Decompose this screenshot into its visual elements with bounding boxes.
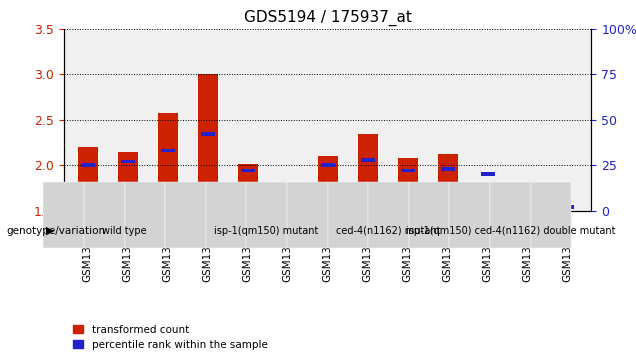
Text: isp-1(qm150) mutant: isp-1(qm150) mutant	[214, 225, 319, 236]
Bar	[398, 158, 417, 211]
Bar	[438, 154, 457, 211]
Bar	[118, 152, 137, 211]
Text: wild type: wild type	[102, 225, 147, 236]
Bar	[441, 167, 455, 171]
Bar	[158, 114, 177, 211]
Legend: transformed count, percentile rank within the sample: transformed count, percentile rank withi…	[69, 321, 272, 354]
Bar	[238, 164, 258, 211]
Bar	[560, 205, 574, 209]
Title: GDS5194 / 175937_at: GDS5194 / 175937_at	[244, 10, 411, 26]
Text: ▶: ▶	[46, 225, 54, 236]
Bar	[321, 163, 335, 167]
Text: genotype/variation: genotype/variation	[6, 225, 106, 236]
Bar	[200, 132, 214, 136]
Bar	[280, 200, 294, 203]
Bar	[240, 169, 254, 172]
Bar	[78, 147, 97, 211]
Bar	[121, 160, 135, 163]
Bar	[198, 74, 218, 211]
Bar	[401, 169, 415, 172]
Bar	[357, 134, 378, 211]
Bar	[520, 205, 534, 209]
Bar	[81, 163, 95, 167]
Bar	[317, 156, 338, 211]
Bar	[277, 182, 298, 211]
Bar	[361, 158, 375, 162]
Bar	[478, 182, 497, 211]
Text: ced-4(n1162) mutant: ced-4(n1162) mutant	[336, 225, 441, 236]
Bar	[481, 172, 495, 176]
Bar	[160, 149, 174, 152]
Text: isp-1(qm150) ced-4(n1162) double mutant: isp-1(qm150) ced-4(n1162) double mutant	[406, 225, 615, 236]
